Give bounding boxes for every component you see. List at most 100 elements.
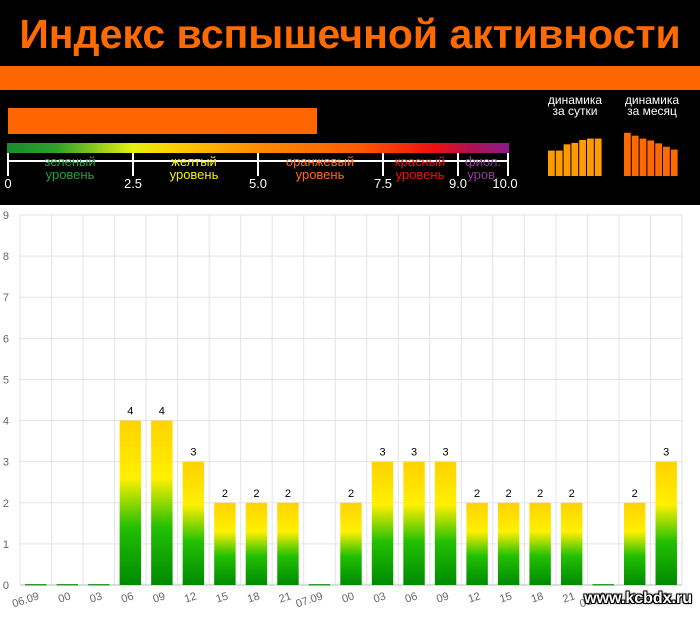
day-dynamics-bar: [548, 150, 555, 176]
scale-gradient: [7, 143, 509, 153]
day-dynamics-bar: [579, 140, 586, 176]
y-tick-label: 2: [3, 498, 9, 510]
bar: [340, 502, 362, 585]
scale-level-green-line2: уровень: [45, 167, 95, 182]
scale-tick: [507, 153, 509, 176]
x-tick-label: 15: [214, 590, 229, 605]
bar-value-label: 4: [159, 406, 165, 418]
day-dynamics-label-line1: динамика: [547, 93, 603, 107]
bar-value-label: 3: [190, 447, 196, 459]
scale-level-green: зеленый уровень: [28, 155, 112, 181]
month-dynamics-bar: [670, 149, 678, 176]
bar: [529, 502, 551, 585]
day-dynamics-bar: [571, 142, 579, 176]
x-tick-label: 09: [151, 590, 166, 605]
day-dynamics-bar: [594, 138, 602, 176]
month-dynamics-bar: [663, 146, 670, 176]
scale-level-yellow-line1: желтый: [171, 154, 217, 169]
header-panel: Индекс вспышечной активности зеленый уро…: [0, 0, 700, 205]
scale-level-violet-line2: уров.: [467, 167, 499, 182]
month-dynamics-bar: [647, 140, 655, 176]
month-dynamics-minichart: [624, 132, 678, 176]
scale-level-violet-line1: фиол.: [464, 154, 502, 169]
bar-value-label: 3: [379, 447, 385, 459]
bar-value-label: 3: [443, 447, 449, 459]
y-tick-label: 7: [3, 292, 9, 304]
scale-level-violet: фиол. уров.: [460, 155, 506, 181]
y-tick-label: 3: [3, 457, 9, 469]
bar: [308, 584, 331, 586]
bar: [182, 461, 205, 585]
bar-value-label: 2: [632, 488, 638, 500]
bar: [560, 502, 583, 585]
month-dynamics-label: динамика за месяц: [612, 94, 692, 118]
bar: [245, 502, 268, 585]
y-tick-label: 1: [3, 539, 9, 551]
x-tick-label: 00: [624, 590, 639, 605]
x-tick-label: 00: [57, 590, 72, 605]
bar-value-label: 2: [474, 488, 480, 500]
x-tick-label: 21: [561, 590, 576, 605]
site-watermark: www.kcbdx.ru: [584, 590, 692, 607]
page-title: Индекс вспышечной активности: [19, 11, 681, 57]
scale-level-red-line1: красный: [394, 154, 446, 169]
scale-level-orange-line2: уровень: [295, 167, 345, 182]
day-dynamics-bar: [587, 138, 594, 176]
month-dynamics-bar: [655, 143, 662, 176]
scale-tick: [257, 153, 259, 176]
scale-level-yellow: желтый уровень: [152, 155, 236, 181]
day-dynamics-bar: [563, 144, 571, 176]
bar-value-label: 2: [569, 488, 575, 500]
scale-level-orange: оранжевый уровень: [274, 155, 366, 181]
y-tick-label: 6: [3, 333, 9, 345]
bar: [88, 584, 110, 586]
day-dynamics-bar: [555, 150, 563, 176]
bar-value-label: 2: [537, 488, 543, 500]
bar: [497, 502, 520, 585]
month-dynamics-bar: [624, 132, 631, 176]
scale-tick: [132, 153, 134, 176]
scale-level-yellow-line2: уровень: [169, 167, 219, 182]
scale-number-10-0: 10.0: [492, 176, 518, 191]
y-tick-label: 4: [3, 416, 9, 428]
y-tick-label: 8: [3, 251, 9, 263]
y-tick-label: 5: [3, 374, 9, 386]
scale-tick: [382, 153, 384, 176]
scale-level-red: красный уровень: [384, 155, 456, 181]
bar: [434, 461, 457, 585]
month-dynamics-bar: [631, 135, 639, 176]
scale-number-9-0: 9.0: [448, 176, 468, 191]
bar: [403, 461, 425, 585]
x-tick-label: 00: [341, 590, 356, 605]
bar-value-label: 2: [506, 488, 512, 500]
bar-value-label: 2: [222, 488, 228, 500]
x-tick-label: 12: [467, 590, 482, 605]
scale-level-orange-line1: оранжевый: [285, 154, 355, 169]
bar: [25, 584, 47, 586]
bar-value-label: 3: [411, 447, 417, 459]
x-tick-label: 21: [278, 590, 293, 605]
bar: [151, 420, 173, 585]
x-tick-label: 18: [530, 590, 545, 605]
scale-number-0: 0: [4, 176, 12, 191]
bar: [214, 502, 236, 585]
bar-value-label: 4: [127, 406, 133, 418]
day-dynamics-minichart: [548, 138, 602, 176]
x-tick-label: 07.09: [295, 590, 325, 610]
x-tick-label: 06: [404, 590, 419, 605]
current-index-bar: [8, 108, 317, 134]
month-dynamics-label-line2: за месяц: [627, 104, 677, 118]
bar-value-label: 2: [285, 488, 291, 500]
bar: [56, 584, 79, 586]
x-tick-label: 03: [88, 590, 103, 605]
bar: [623, 502, 646, 585]
bar: [655, 461, 677, 585]
y-tick-label: 9: [3, 210, 9, 222]
scale-number-5-0: 5.0: [248, 176, 268, 191]
day-dynamics-label-line2: за сутки: [552, 104, 598, 118]
x-tick-label: 03: [656, 590, 671, 605]
bar: [592, 584, 614, 586]
x-tick-label: 06: [120, 590, 135, 605]
x-tick-label: 15: [498, 590, 513, 605]
